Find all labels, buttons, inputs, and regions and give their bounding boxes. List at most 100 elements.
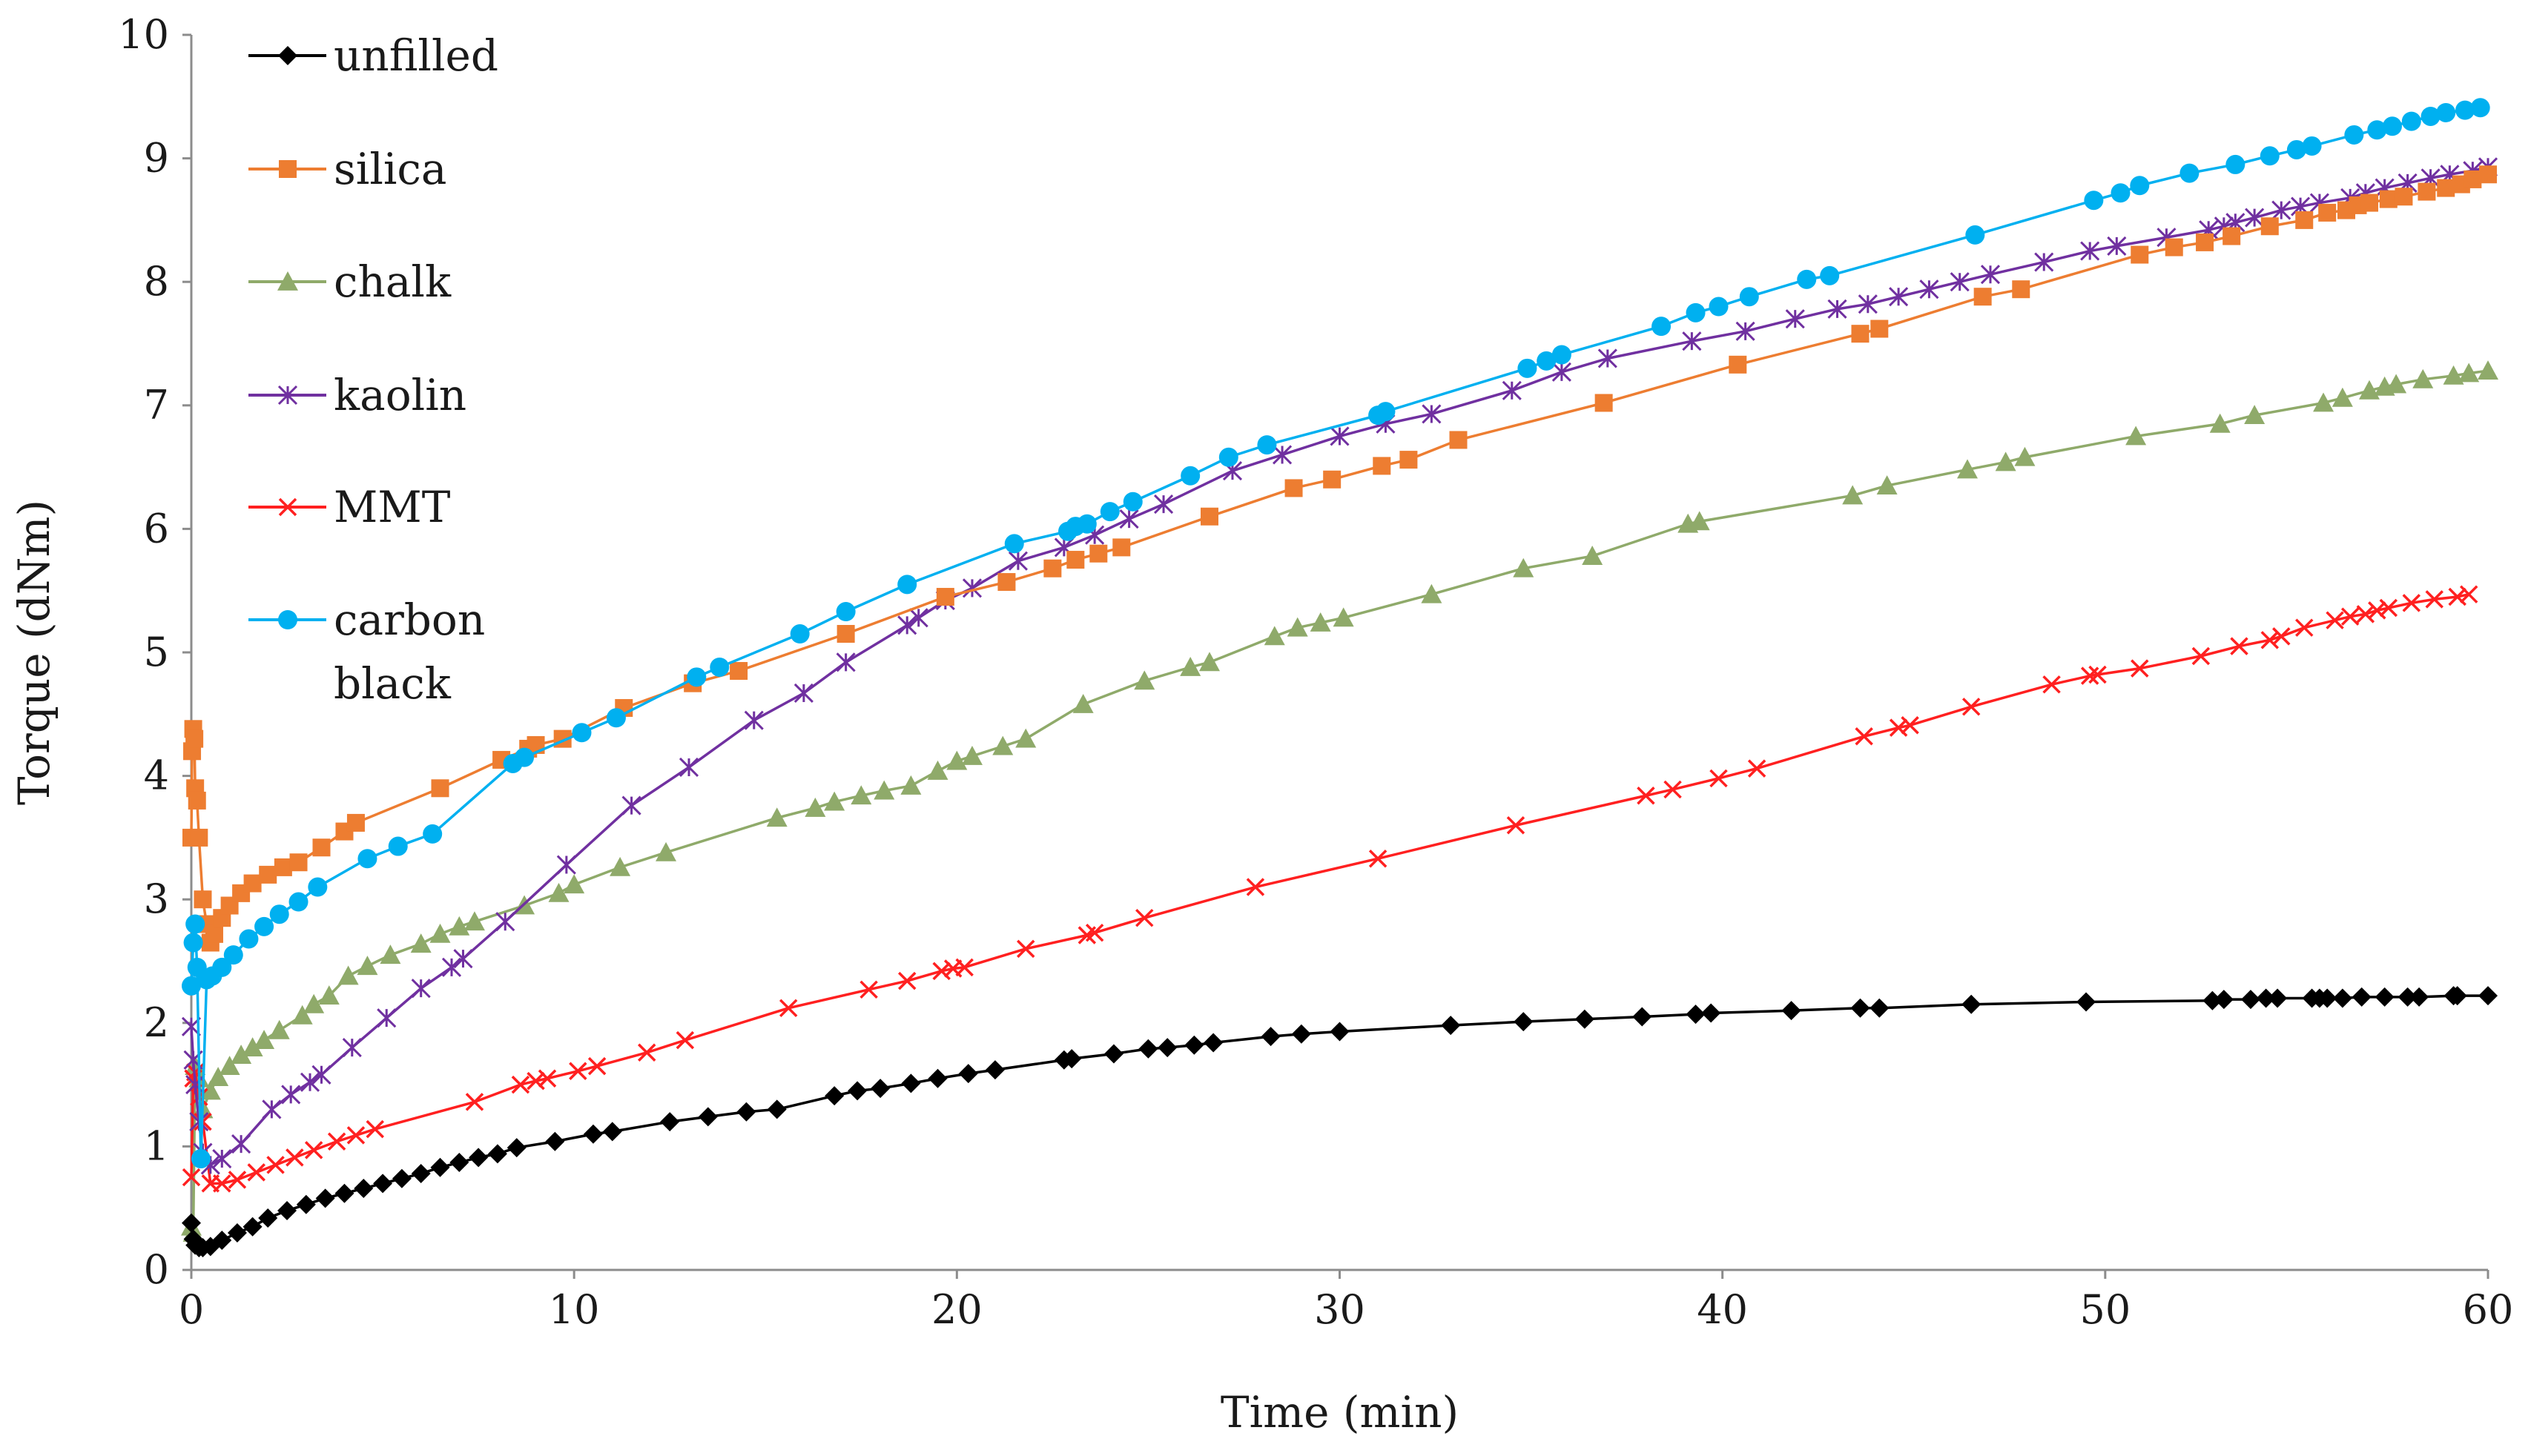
data-point-unfilled <box>2268 988 2288 1008</box>
data-point-silica <box>2418 182 2436 201</box>
data-point-unfilled <box>1441 1016 1461 1036</box>
legend-marker <box>277 385 298 406</box>
data-point-chalk <box>231 1045 252 1065</box>
data-point-carbon-black <box>2436 102 2456 122</box>
data-point-unfilled <box>2409 987 2429 1007</box>
data-point-mmt <box>2379 598 2398 618</box>
data-point-carbon-black <box>2130 176 2150 196</box>
data-point-unfilled <box>848 1081 868 1101</box>
data-point-unfilled <box>212 1231 232 1251</box>
data-point-unfilled <box>1850 998 1870 1018</box>
data-point-carbon-black <box>2111 183 2131 203</box>
data-point-unfilled <box>825 1086 845 1106</box>
data-point-unfilled <box>487 1144 507 1164</box>
y-axis-title: Torque (dNm) <box>9 500 59 805</box>
data-point-unfilled <box>2352 987 2372 1007</box>
data-point-silica <box>188 791 206 810</box>
data-point-silica <box>936 588 954 606</box>
data-point-kaolin <box>793 683 814 704</box>
data-point-carbon-black <box>1709 297 1729 317</box>
data-point-mmt <box>587 1056 607 1076</box>
legend-label: unfilled <box>334 30 498 81</box>
data-point-mmt <box>676 1030 695 1050</box>
data-point-mmt <box>182 1168 201 1187</box>
data-point-carbon-black <box>2344 125 2364 145</box>
data-point-carbon-black <box>710 657 730 677</box>
data-point-silica <box>1112 538 1131 557</box>
data-point-kaolin <box>411 979 431 999</box>
y-tick-label: 8 <box>144 258 169 305</box>
data-point-chalk <box>824 791 845 811</box>
data-point-kaolin <box>897 615 917 635</box>
data-point-carbon-black <box>1077 514 1097 534</box>
data-point-silica <box>1284 479 1303 497</box>
data-point-silica <box>1399 451 1418 469</box>
data-point-silica <box>1201 507 1219 526</box>
data-point-silica <box>1870 320 1889 338</box>
data-point-mmt <box>1901 716 1919 735</box>
x-tick-label: 60 <box>2463 1286 2514 1333</box>
data-point-mmt <box>1889 718 1908 737</box>
data-point-unfilled <box>1330 1022 1350 1042</box>
data-point-unfilled <box>411 1164 431 1184</box>
data-point-mmt <box>569 1062 587 1081</box>
data-point-silica <box>2012 280 2030 299</box>
data-point-silica <box>346 813 365 832</box>
data-point-kaolin <box>1551 362 1571 382</box>
data-point-carbon-black <box>182 976 201 996</box>
data-point-unfilled <box>2332 988 2352 1008</box>
data-point-mmt <box>1017 939 1035 959</box>
data-point-silica <box>2131 245 2149 264</box>
y-tick-label: 2 <box>144 999 169 1046</box>
data-point-kaolin <box>1682 331 1702 351</box>
data-point-kaolin <box>1153 494 1174 514</box>
data-point-kaolin <box>1422 404 1442 424</box>
series-carbon-black <box>182 98 2490 1169</box>
data-point-mmt <box>1855 727 1873 746</box>
data-point-carbon-black <box>1181 466 1201 486</box>
data-point-mmt <box>2295 618 2314 637</box>
x-tick-label: 50 <box>2079 1286 2131 1333</box>
x-ticks: 0 10 20 30 40 50 60 <box>179 1270 2514 1333</box>
data-point-chalk <box>2313 392 2334 412</box>
data-point-kaolin <box>311 1065 331 1085</box>
data-point-kaolin <box>1889 287 1909 307</box>
data-point-silica <box>2223 227 2241 245</box>
x-tick-label: 30 <box>1314 1286 1365 1333</box>
y-tick-label: 5 <box>144 629 169 675</box>
series-unfilled <box>182 986 2498 1258</box>
data-point-chalk <box>961 745 983 765</box>
data-point-mmt <box>932 962 951 981</box>
data-point-kaolin <box>1502 380 1522 400</box>
data-point-unfilled <box>1103 1044 1123 1064</box>
data-point-carbon-black <box>687 667 707 687</box>
legend-label: silica <box>334 144 446 194</box>
data-point-mmt <box>465 1093 484 1111</box>
data-point-chalk <box>410 933 432 953</box>
data-point-chalk <box>900 775 922 795</box>
data-point-carbon-black <box>1551 345 1571 365</box>
y-tick-label: 10 <box>118 11 169 58</box>
data-point-chalk <box>318 985 340 1005</box>
data-point-mmt <box>2230 637 2248 655</box>
data-point-unfilled <box>1961 994 1981 1014</box>
data-point-silica <box>1043 559 1062 578</box>
data-point-kaolin <box>1785 309 1805 329</box>
data-point-silica <box>2395 188 2413 206</box>
data-point-mmt <box>2368 601 2386 620</box>
data-point-silica <box>1729 355 1747 374</box>
series-line-mmt <box>190 592 2469 1185</box>
data-point-carbon-black <box>1965 225 1985 245</box>
data-point-chalk <box>2125 426 2147 446</box>
data-point-chalk <box>1015 728 1037 748</box>
data-point-carbon-black <box>2179 163 2200 183</box>
data-point-kaolin <box>679 757 699 778</box>
data-point-chalk <box>254 1030 275 1050</box>
data-point-kaolin <box>2034 252 2054 272</box>
y-tick-label: 0 <box>144 1246 169 1293</box>
data-point-unfilled <box>449 1153 469 1173</box>
data-point-carbon-black <box>1820 265 1840 285</box>
data-point-chalk <box>208 1067 229 1087</box>
data-point-chalk <box>1957 459 1979 479</box>
